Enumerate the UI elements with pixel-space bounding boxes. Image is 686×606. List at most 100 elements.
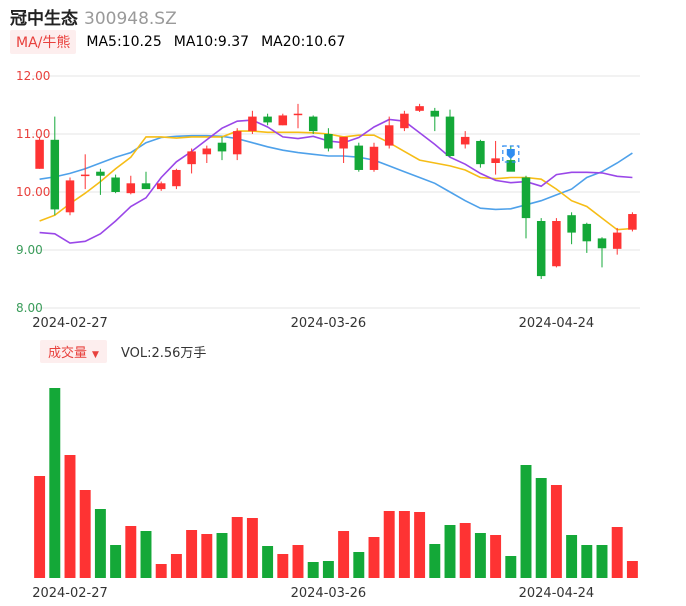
volume-bar [292, 545, 304, 578]
candle [172, 168, 181, 190]
volume-type-label: 成交量 [48, 345, 88, 361]
candle [536, 218, 546, 279]
candle [415, 103, 424, 112]
volume-bar [459, 523, 471, 578]
candle [612, 227, 622, 255]
candle [552, 218, 561, 268]
candle [65, 177, 75, 216]
candle-body [308, 116, 318, 132]
candle [96, 168, 105, 195]
candle [628, 212, 637, 232]
candle-body [293, 113, 303, 116]
volume-bar [231, 517, 243, 578]
candle [339, 136, 348, 163]
volume-bar [307, 562, 319, 578]
y-tick-label: 8.00 [16, 301, 43, 315]
candle-body [597, 238, 607, 249]
candle-body [80, 174, 90, 177]
volume-bar [338, 531, 350, 578]
volume-bar [49, 388, 61, 578]
volume-bar [94, 509, 106, 578]
candle-body [582, 223, 592, 242]
candle-body [430, 110, 440, 117]
candle-body [536, 221, 546, 277]
candle-body [628, 214, 637, 230]
candle-body [172, 169, 181, 187]
candle [141, 171, 151, 190]
candle [460, 131, 470, 149]
candles [35, 103, 637, 279]
marker-shield [506, 149, 515, 159]
candle-body [369, 146, 379, 170]
volume-bar [550, 485, 562, 578]
volume-x-axis: 2024-02-27 2024-03-26 2024-04-24 [32, 586, 594, 601]
volume-bar [322, 561, 334, 578]
ma10-value: MA10:9.37 [173, 34, 250, 50]
y-tick-label: 12.00 [16, 69, 50, 83]
candle-body [65, 180, 75, 213]
candle-body [232, 131, 242, 155]
price-y-axis: 12.00 11.00 10.00 9.00 8.00 [16, 69, 50, 315]
volume-bar [64, 455, 76, 578]
ma10-line [39, 130, 633, 231]
volume-bar [186, 530, 198, 578]
candle [308, 115, 318, 134]
candle [187, 148, 196, 174]
candle [324, 128, 333, 152]
candle [491, 140, 500, 175]
volume-bar [170, 554, 182, 578]
ma-type-selector[interactable]: MA/牛熊 [10, 30, 77, 54]
volume-bar [611, 527, 623, 578]
candle-body [384, 125, 394, 146]
y-tick-label: 10.00 [16, 185, 50, 199]
candle-body [278, 115, 288, 126]
candle [445, 109, 455, 158]
volume-bar [353, 552, 365, 578]
ma-lines [39, 118, 633, 244]
candle [248, 110, 257, 134]
candle-body [187, 151, 196, 165]
candle [597, 237, 607, 268]
candle [521, 175, 531, 239]
x-tick-label: 2024-04-24 [519, 316, 595, 331]
candle-body [491, 158, 500, 163]
ma20-value: MA20:10.67 [261, 34, 346, 50]
volume-bar [490, 535, 502, 578]
candle [80, 154, 90, 190]
volume-bar [566, 535, 578, 578]
candle [263, 113, 272, 126]
candle-body [506, 160, 516, 172]
volume-value: VOL:2.56万手 [120, 345, 207, 361]
marker-frame [502, 145, 520, 163]
volume-bar [596, 545, 608, 578]
stock-name: 冠中生态 [10, 9, 78, 29]
volume-bar [474, 533, 486, 578]
shield-marker-icon [502, 145, 520, 163]
volume-bar [246, 518, 258, 578]
volume-bar [444, 525, 456, 578]
candle-body [217, 142, 227, 152]
x-tick-label: 2024-02-27 [32, 586, 108, 601]
candle-body [248, 116, 257, 132]
candle [354, 142, 364, 172]
candle-body [263, 116, 272, 123]
price-grid [32, 75, 640, 309]
candle [126, 175, 136, 195]
caret-down-icon: ▼ [92, 349, 99, 360]
candle [430, 107, 440, 132]
candle-body [552, 221, 561, 267]
y-tick-label: 11.00 [16, 127, 50, 141]
candle [202, 145, 212, 163]
candle [582, 222, 592, 253]
candle-body [612, 232, 622, 249]
volume-bar [79, 490, 91, 578]
candle [232, 128, 242, 161]
ma5-value: MA5:10.25 [86, 34, 162, 50]
candle-body [400, 113, 409, 129]
volume-type-selector[interactable]: 成交量 ▼ [40, 339, 107, 363]
candle [156, 181, 166, 191]
volume-bar [34, 476, 46, 578]
candle [217, 136, 227, 161]
stock-code: 300948.SZ [84, 9, 177, 29]
